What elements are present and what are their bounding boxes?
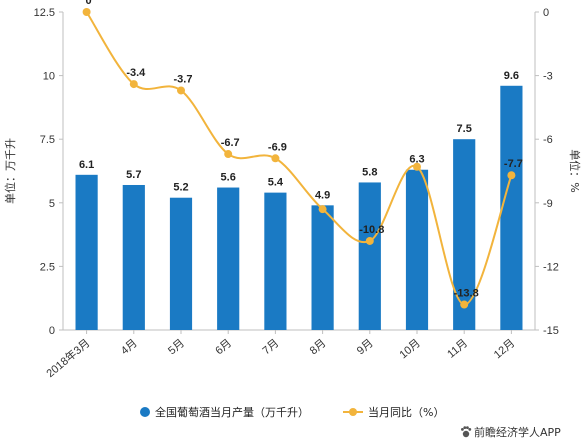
bar-data-label: 5.2	[173, 182, 188, 194]
x-tick-label: 9月	[355, 337, 376, 357]
bar-data-label: 5.7	[126, 169, 141, 181]
bar-data-label: 6.1	[79, 159, 94, 171]
y-right-tick-label: -15	[543, 325, 559, 337]
line-points	[82, 8, 516, 309]
bar-data-labels: 6.1 5.7 5.2 5.6 5.4 4.9 5.8 6.3 7.5 9.6	[79, 70, 519, 202]
y-left-tick-label: 10	[43, 71, 55, 83]
line-data-label: -6.7	[221, 137, 240, 149]
bar-data-label: 5.4	[268, 177, 284, 189]
x-tick-label: 11月	[445, 337, 470, 361]
bar	[311, 205, 334, 330]
line-point	[318, 205, 327, 214]
legend-line-label: 当月同比（%）	[368, 405, 444, 419]
y-left-tick-label: 7.5	[40, 134, 55, 146]
bar	[264, 192, 287, 330]
right-axis-ticks: 0 -3 -6 -9 -12 -15	[535, 7, 559, 337]
y-left-tick-label: 5	[49, 198, 55, 210]
x-tick-label: 7月	[260, 337, 281, 357]
line-data-label: -6.9	[268, 141, 287, 153]
legend-line-marker	[349, 408, 357, 416]
line-point	[460, 300, 469, 309]
bar-data-label: 4.9	[315, 189, 330, 201]
credit: 前瞻经济学人APP	[461, 425, 561, 439]
line-data-label: -7.7	[504, 158, 523, 170]
paw-icon	[461, 426, 472, 438]
x-axis-ticks: 2018年3月 4月 5月 6月 7月 8月 9月 10月 11月 12月	[43, 330, 517, 380]
bar-data-label: 9.6	[504, 70, 519, 82]
bar-data-label: 5.6	[221, 172, 236, 184]
y-left-tick-label: 2.5	[40, 261, 55, 273]
bar-data-label: 6.3	[409, 154, 424, 166]
x-tick-label: 4月	[119, 337, 140, 357]
y-right-tick-label: -3	[543, 71, 553, 83]
line-point	[129, 80, 138, 89]
line-series-path	[85, 11, 513, 306]
line-point	[507, 171, 516, 180]
y-left-tick-label: 0	[49, 325, 55, 337]
line-point	[413, 162, 421, 171]
legend: 全国葡萄酒当月产量（万千升） 当月同比（%）	[140, 405, 444, 419]
line-data-label: -13.8	[454, 288, 479, 300]
line-point	[365, 236, 374, 245]
x-tick-label: 2018年3月	[43, 336, 92, 381]
bar-series	[75, 85, 523, 330]
bar-data-label: 7.5	[457, 123, 472, 135]
bar	[169, 197, 193, 330]
x-tick-label: 10月	[397, 337, 423, 361]
x-tick-label: 5月	[166, 337, 187, 357]
left-axis-ticks: 0 2.5 5 7.5 10 12.5	[34, 7, 63, 337]
bar	[500, 85, 523, 330]
line-data-label: -3.7	[174, 73, 193, 85]
line-data-labels: 0 -3.4 -3.7 -6.7 -6.9 -10.8 -13.8 -7.7	[86, 0, 523, 300]
line-data-label: -10.8	[359, 224, 384, 236]
legend-bar-swatch	[140, 407, 150, 417]
bar	[217, 187, 240, 330]
y-right-axis-title: 单位：%	[568, 149, 582, 192]
bar	[453, 139, 476, 330]
bar	[122, 184, 145, 330]
line-data-label: 0	[86, 0, 92, 7]
y-right-tick-label: 0	[543, 7, 549, 19]
line-point	[271, 154, 280, 163]
line-point	[82, 8, 91, 16]
y-right-tick-label: -9	[543, 198, 553, 210]
line-point	[177, 86, 185, 95]
bar-data-label: 5.8	[362, 166, 377, 178]
line-data-label: -3.4	[126, 67, 146, 79]
x-tick-label: 12月	[492, 337, 518, 361]
credit-text: 前瞻经济学人APP	[474, 425, 561, 439]
line-point	[224, 150, 233, 159]
line-series	[85, 11, 513, 306]
x-tick-label: 6月	[213, 337, 234, 357]
bar	[358, 182, 381, 330]
legend-bar-label: 全国葡萄酒当月产量（万千升）	[155, 405, 309, 419]
x-tick-label: 8月	[308, 337, 329, 357]
y-left-axis-title: 单位：万千升	[3, 138, 17, 204]
bar	[75, 174, 98, 330]
y-right-tick-label: -6	[543, 134, 553, 146]
y-right-tick-label: -12	[543, 261, 559, 273]
y-left-tick-label: 12.5	[34, 7, 55, 19]
bar	[405, 169, 429, 330]
